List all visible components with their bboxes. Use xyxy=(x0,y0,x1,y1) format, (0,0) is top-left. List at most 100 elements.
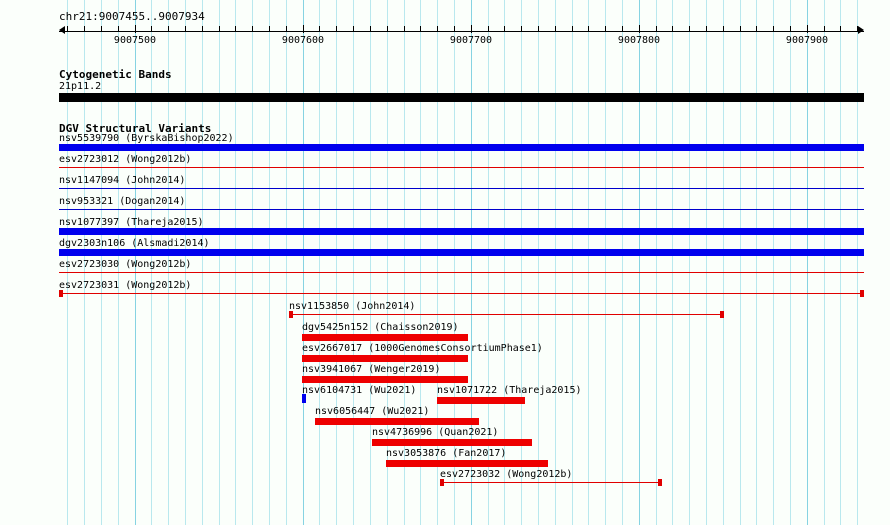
ruler-tick-minor xyxy=(790,26,791,32)
ruler-tick-minor xyxy=(319,26,320,32)
ruler-tick-major xyxy=(807,25,808,33)
ruler-tick-minor xyxy=(387,26,388,32)
gridline xyxy=(605,0,606,525)
feature-bar[interactable] xyxy=(386,460,548,467)
feature-bar[interactable] xyxy=(315,418,479,425)
gridline xyxy=(202,0,203,525)
feature-label[interactable]: nsv1071722 (Thareja2015) xyxy=(437,385,582,396)
ruler-tick-minor xyxy=(824,26,825,32)
gridline xyxy=(723,0,724,525)
gridline xyxy=(588,0,589,525)
ruler-tick-minor xyxy=(756,26,757,32)
arrow-left-icon[interactable] xyxy=(59,26,65,34)
feature-bar[interactable] xyxy=(372,439,532,446)
ruler-tick-minor xyxy=(840,26,841,32)
feature-bar[interactable] xyxy=(59,188,864,189)
feature-bar[interactable] xyxy=(289,314,724,315)
gridline xyxy=(235,0,236,525)
gridline xyxy=(572,0,573,525)
feature-cap-right[interactable] xyxy=(860,290,864,297)
ruler-tick-minor xyxy=(504,26,505,32)
gridline xyxy=(252,0,253,525)
feature-label[interactable]: nsv5539790 (ByrskaBishop2022) xyxy=(59,133,234,144)
feature-label[interactable]: nsv1153850 (John2014) xyxy=(289,301,416,312)
ruler-tick-major xyxy=(639,25,640,33)
feature-bar[interactable] xyxy=(302,394,306,403)
feature-label[interactable]: esv2723030 (Wong2012b) xyxy=(59,259,192,270)
gridline xyxy=(303,0,304,525)
gridline xyxy=(504,0,505,525)
ruler-tick-minor xyxy=(740,26,741,32)
gridline xyxy=(790,0,791,525)
feature-bar[interactable] xyxy=(302,334,468,341)
gridline xyxy=(437,0,438,525)
ruler-tick-minor xyxy=(269,26,270,32)
ruler-tick-minor xyxy=(286,26,287,32)
feature-label[interactable]: esv2723031 (Wong2012b) xyxy=(59,280,192,291)
gridline xyxy=(622,0,623,525)
arrow-right-icon[interactable] xyxy=(858,26,864,34)
cytoband-bar[interactable] xyxy=(59,93,864,102)
feature-label[interactable]: esv2723032 (Wong2012b) xyxy=(440,469,573,480)
ruler-tick-label: 9007700 xyxy=(449,35,493,46)
feature-label[interactable]: nsv1077397 (Thareja2015) xyxy=(59,217,204,228)
gridline xyxy=(538,0,539,525)
gridline xyxy=(336,0,337,525)
ruler-tick-minor xyxy=(118,26,119,32)
ruler-tick-minor xyxy=(235,26,236,32)
gridline xyxy=(219,0,220,525)
feature-bar[interactable] xyxy=(302,376,468,383)
feature-bar[interactable] xyxy=(59,293,864,294)
gridline xyxy=(454,0,455,525)
feature-label[interactable]: nsv6104731 (Wu2021) xyxy=(302,385,417,396)
gridline xyxy=(672,0,673,525)
feature-label[interactable]: nsv953321 (Dogan2014) xyxy=(59,196,186,207)
feature-label[interactable]: nsv4736996 (Quan2021) xyxy=(372,427,499,438)
feature-label[interactable]: esv2723012 (Wong2012b) xyxy=(59,154,192,165)
gridline xyxy=(521,0,522,525)
feature-bar[interactable] xyxy=(440,482,662,483)
feature-bar[interactable] xyxy=(59,209,864,210)
gridline xyxy=(706,0,707,525)
gridline xyxy=(840,0,841,525)
feature-label[interactable]: nsv6056447 (Wu2021) xyxy=(315,406,430,417)
feature-cap-left[interactable] xyxy=(440,479,444,486)
ruler-tick-minor xyxy=(773,26,774,32)
feature-bar[interactable] xyxy=(59,249,864,256)
feature-bar[interactable] xyxy=(59,228,864,235)
ruler-tick-minor xyxy=(437,26,438,32)
feature-cap-left[interactable] xyxy=(59,290,63,297)
feature-bar[interactable] xyxy=(59,144,864,151)
ruler-tick-minor xyxy=(706,26,707,32)
feature-label[interactable]: nsv3053876 (Fan2017) xyxy=(386,448,507,459)
feature-label[interactable]: dgv2303n106 (Alsmadi2014) xyxy=(59,238,210,249)
feature-cap-left[interactable] xyxy=(289,311,293,318)
ruler-tick-minor xyxy=(521,26,522,32)
feature-label[interactable]: esv2667017 (1000GenomesConsortiumPhase1) xyxy=(302,343,543,354)
feature-bar[interactable] xyxy=(302,355,468,362)
ruler-tick-minor xyxy=(538,26,539,32)
feature-bar[interactable] xyxy=(59,272,864,273)
feature-label[interactable]: nsv1147094 (John2014) xyxy=(59,175,186,186)
ruler-tick-label: 9007800 xyxy=(617,35,661,46)
ruler-tick-major xyxy=(471,25,472,33)
feature-label[interactable]: dgv5425n152 (Chaisson2019) xyxy=(302,322,459,333)
ruler-tick-label: 9007500 xyxy=(113,35,157,46)
gridline xyxy=(555,0,556,525)
ruler-tick-label: 9007600 xyxy=(281,35,325,46)
ruler-tick-minor xyxy=(588,26,589,32)
feature-cap-right[interactable] xyxy=(720,311,724,318)
ruler[interactable]: chr21:9007455..9007934 9007500 9007600 900… xyxy=(0,0,890,48)
gridline xyxy=(404,0,405,525)
ruler-tick-minor xyxy=(67,26,68,32)
dgv-structural-variants-title: DGV Structural Variants xyxy=(59,122,212,135)
feature-cap-right[interactable] xyxy=(658,479,662,486)
gridline xyxy=(471,0,472,525)
ruler-tick-minor xyxy=(672,26,673,32)
feature-label[interactable]: nsv3941067 (Wenger2019) xyxy=(302,364,441,375)
feature-bar[interactable] xyxy=(59,167,864,168)
ruler-tick-minor xyxy=(605,26,606,32)
feature-bar[interactable] xyxy=(437,397,525,404)
ruler-tick-minor xyxy=(454,26,455,32)
gridline xyxy=(639,0,640,525)
